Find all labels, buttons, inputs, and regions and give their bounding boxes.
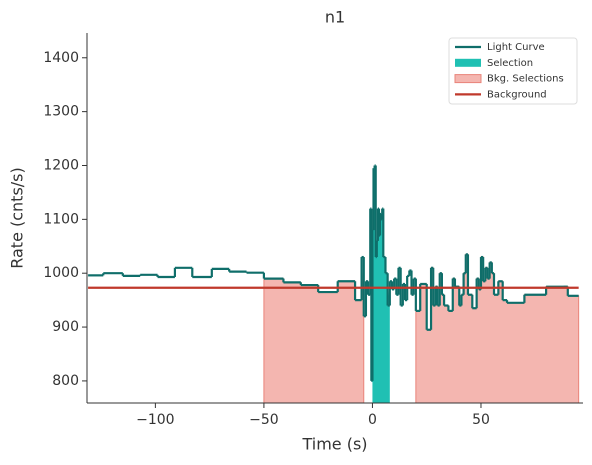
legend-label: Bkg. Selections	[487, 74, 564, 85]
y-tick-label: 1100	[43, 211, 79, 227]
chart-title: n1	[325, 8, 345, 27]
legend-label: Selection	[487, 58, 533, 69]
y-tick-label: 900	[52, 319, 79, 335]
legend-patch	[455, 58, 481, 67]
legend-box	[448, 37, 578, 105]
y-tick-label: 1200	[43, 157, 79, 173]
x-tick-label: −50	[249, 412, 279, 428]
y-tick-label: 800	[52, 373, 79, 389]
y-tick-label: 1400	[43, 50, 79, 66]
x-tick-label: 0	[368, 412, 377, 428]
y-tick-label: 1000	[43, 265, 79, 281]
x-tick-label: −100	[136, 412, 174, 428]
y-axis-label: Rate (cnts/s)	[8, 167, 27, 269]
legend-patch	[454, 74, 482, 84]
legend-label: Light Curve	[487, 42, 545, 53]
y-tick-label: 1300	[43, 104, 79, 120]
legend-label: Background	[487, 89, 547, 100]
x-axis-label: Time (s)	[301, 435, 367, 454]
selection-area	[372, 165, 390, 403]
x-tick-label: 50	[472, 412, 490, 428]
